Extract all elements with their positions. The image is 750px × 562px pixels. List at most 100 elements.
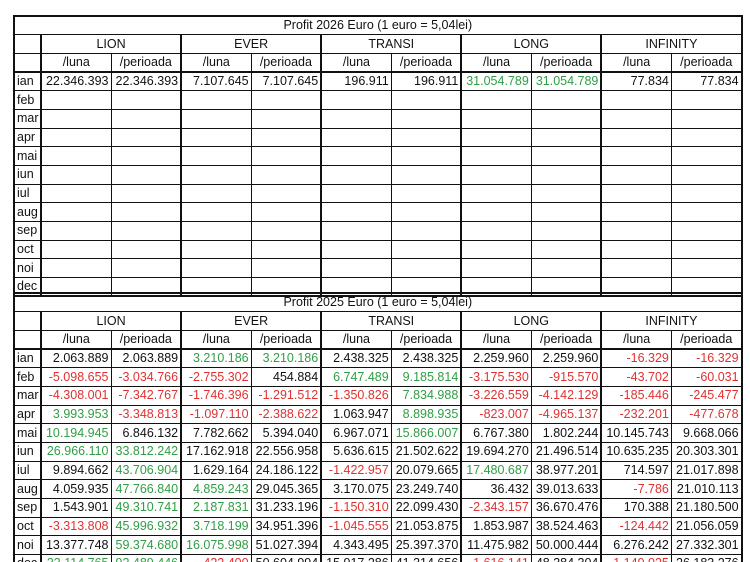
month-label: mar bbox=[13, 385, 42, 406]
value-cell bbox=[670, 258, 743, 279]
month-label: sep bbox=[13, 221, 42, 241]
month-label: iul bbox=[13, 460, 42, 481]
value-cell: -3.226.559 bbox=[460, 385, 532, 406]
value-cell: 1.629.164 bbox=[180, 460, 252, 481]
value-cell: 34.951.396 bbox=[250, 516, 322, 537]
value-cell: -7.342.767 bbox=[110, 385, 182, 406]
value-cell: 21.502.622 bbox=[390, 442, 462, 462]
value-cell: 20.079.665 bbox=[390, 460, 462, 481]
value-cell bbox=[460, 183, 532, 204]
value-cell: 59.374.680 bbox=[110, 535, 182, 556]
value-cell bbox=[40, 239, 112, 260]
col-header-perioada: /perioada bbox=[250, 52, 322, 74]
value-cell: -16.329 bbox=[670, 348, 743, 369]
value-cell bbox=[320, 165, 392, 185]
value-cell: 92.489.446 bbox=[110, 554, 182, 562]
value-cell: 22.346.393 bbox=[40, 71, 112, 92]
value-cell bbox=[390, 202, 462, 223]
value-cell bbox=[670, 221, 743, 241]
value-cell: 33.114.765 bbox=[40, 554, 112, 562]
value-cell bbox=[530, 183, 602, 204]
value-cell bbox=[460, 221, 532, 241]
value-cell: 15.866.007 bbox=[390, 423, 462, 443]
value-cell: 714.597 bbox=[600, 460, 672, 481]
value-cell: 7.782.662 bbox=[180, 423, 252, 443]
value-cell: 6.967.071 bbox=[320, 423, 392, 443]
col-header-luna: /luna bbox=[40, 329, 112, 351]
value-cell bbox=[320, 146, 392, 166]
value-cell: -3.348.813 bbox=[110, 404, 182, 425]
value-cell bbox=[530, 258, 602, 279]
value-cell bbox=[530, 165, 602, 185]
value-cell: 2.187.831 bbox=[180, 498, 252, 518]
value-cell: 50.000.444 bbox=[530, 535, 602, 556]
value-cell: 7.107.645 bbox=[250, 71, 322, 92]
col-header-luna: /luna bbox=[320, 329, 392, 351]
value-cell: -422.400 bbox=[180, 554, 252, 562]
month-label: noi bbox=[13, 258, 42, 279]
value-cell: -1.746.396 bbox=[180, 385, 252, 406]
value-cell bbox=[250, 146, 322, 166]
month-label: apr bbox=[13, 127, 42, 148]
value-cell: 454.884 bbox=[250, 367, 322, 387]
value-cell bbox=[320, 127, 392, 148]
value-cell bbox=[40, 127, 112, 148]
value-cell: 9.185.814 bbox=[390, 367, 462, 387]
value-cell: 16.075.998 bbox=[180, 535, 252, 556]
value-cell bbox=[110, 221, 182, 241]
value-cell bbox=[530, 127, 602, 148]
value-cell bbox=[250, 258, 322, 279]
value-cell: 1.063.947 bbox=[320, 404, 392, 425]
table-row: noi bbox=[13, 258, 743, 279]
value-cell: 31.233.196 bbox=[250, 498, 322, 518]
value-cell bbox=[180, 183, 252, 204]
col-header-luna: /luna bbox=[600, 52, 672, 74]
value-cell bbox=[600, 258, 672, 279]
value-cell: -2.388.622 bbox=[250, 404, 322, 425]
value-cell: -1.150.310 bbox=[320, 498, 392, 518]
col-header-luna: /luna bbox=[320, 52, 392, 74]
value-cell bbox=[320, 221, 392, 241]
value-cell: 2.259.960 bbox=[460, 348, 532, 369]
group-header: INFINITY bbox=[600, 311, 743, 331]
value-cell: 17.162.918 bbox=[180, 442, 252, 462]
value-cell: 39.013.633 bbox=[530, 479, 602, 500]
value-cell: -5.098.655 bbox=[40, 367, 112, 387]
value-cell: 21.010.113 bbox=[670, 479, 743, 500]
value-cell bbox=[460, 202, 532, 223]
value-cell: 2.063.889 bbox=[110, 348, 182, 369]
value-cell bbox=[110, 108, 182, 129]
month-label: aug bbox=[13, 202, 42, 223]
value-cell: -1.045.555 bbox=[320, 516, 392, 537]
value-cell bbox=[460, 108, 532, 129]
value-cell bbox=[670, 183, 743, 204]
value-cell bbox=[320, 90, 392, 110]
value-cell bbox=[460, 127, 532, 148]
value-cell: 4.859.243 bbox=[180, 479, 252, 500]
value-cell bbox=[180, 221, 252, 241]
value-cell bbox=[180, 165, 252, 185]
value-cell bbox=[320, 108, 392, 129]
value-cell bbox=[40, 183, 112, 204]
value-cell: 2.259.960 bbox=[530, 348, 602, 369]
value-cell bbox=[40, 221, 112, 241]
value-cell bbox=[390, 90, 462, 110]
value-cell bbox=[180, 258, 252, 279]
value-cell bbox=[110, 183, 182, 204]
value-cell: 3.210.186 bbox=[250, 348, 322, 369]
value-cell: 9.894.662 bbox=[40, 460, 112, 481]
value-cell: 50.604.994 bbox=[250, 554, 322, 562]
value-cell bbox=[390, 221, 462, 241]
value-cell: 1.802.244 bbox=[530, 423, 602, 443]
value-cell bbox=[180, 127, 252, 148]
value-cell bbox=[460, 239, 532, 260]
value-cell: 51.027.394 bbox=[250, 535, 322, 556]
value-cell: 7.834.988 bbox=[390, 385, 462, 406]
value-cell bbox=[530, 239, 602, 260]
table-row: mar bbox=[13, 108, 743, 129]
value-cell: -3.175.530 bbox=[460, 367, 532, 387]
value-cell: 8.898.935 bbox=[390, 404, 462, 425]
month-label: iun bbox=[13, 442, 42, 462]
value-cell bbox=[40, 108, 112, 129]
month-label: mai bbox=[13, 423, 42, 443]
